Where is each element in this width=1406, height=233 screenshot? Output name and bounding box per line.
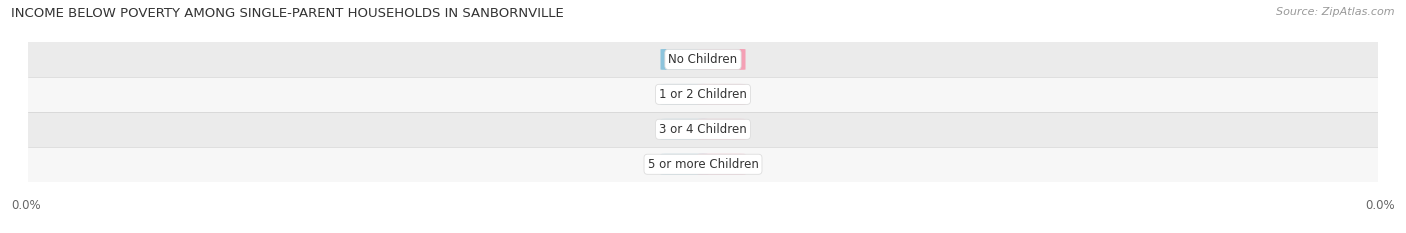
Text: 1 or 2 Children: 1 or 2 Children — [659, 88, 747, 101]
Text: 0.0%: 0.0% — [11, 199, 41, 212]
Text: INCOME BELOW POVERTY AMONG SINGLE-PARENT HOUSEHOLDS IN SANBORNVILLE: INCOME BELOW POVERTY AMONG SINGLE-PARENT… — [11, 7, 564, 20]
Text: 0.0%: 0.0% — [669, 159, 699, 169]
FancyBboxPatch shape — [661, 84, 709, 105]
Text: 0.0%: 0.0% — [707, 159, 737, 169]
FancyBboxPatch shape — [697, 119, 745, 140]
FancyBboxPatch shape — [661, 119, 709, 140]
Text: 0.0%: 0.0% — [707, 124, 737, 134]
Text: 0.0%: 0.0% — [707, 89, 737, 99]
Text: 0.0%: 0.0% — [1365, 199, 1395, 212]
Bar — [28, 147, 1378, 182]
Bar — [28, 112, 1378, 147]
FancyBboxPatch shape — [697, 84, 745, 105]
FancyBboxPatch shape — [661, 154, 709, 175]
Text: Source: ZipAtlas.com: Source: ZipAtlas.com — [1277, 7, 1395, 17]
Legend: Single Father, Single Mother: Single Father, Single Mother — [593, 230, 813, 233]
Text: 3 or 4 Children: 3 or 4 Children — [659, 123, 747, 136]
Text: No Children: No Children — [668, 53, 738, 66]
Text: 5 or more Children: 5 or more Children — [648, 158, 758, 171]
Text: 0.0%: 0.0% — [669, 124, 699, 134]
Text: 0.0%: 0.0% — [669, 55, 699, 64]
Text: 0.0%: 0.0% — [669, 89, 699, 99]
Bar — [28, 77, 1378, 112]
Text: 0.0%: 0.0% — [707, 55, 737, 64]
FancyBboxPatch shape — [697, 154, 745, 175]
FancyBboxPatch shape — [661, 49, 709, 70]
FancyBboxPatch shape — [697, 49, 745, 70]
Bar — [28, 42, 1378, 77]
